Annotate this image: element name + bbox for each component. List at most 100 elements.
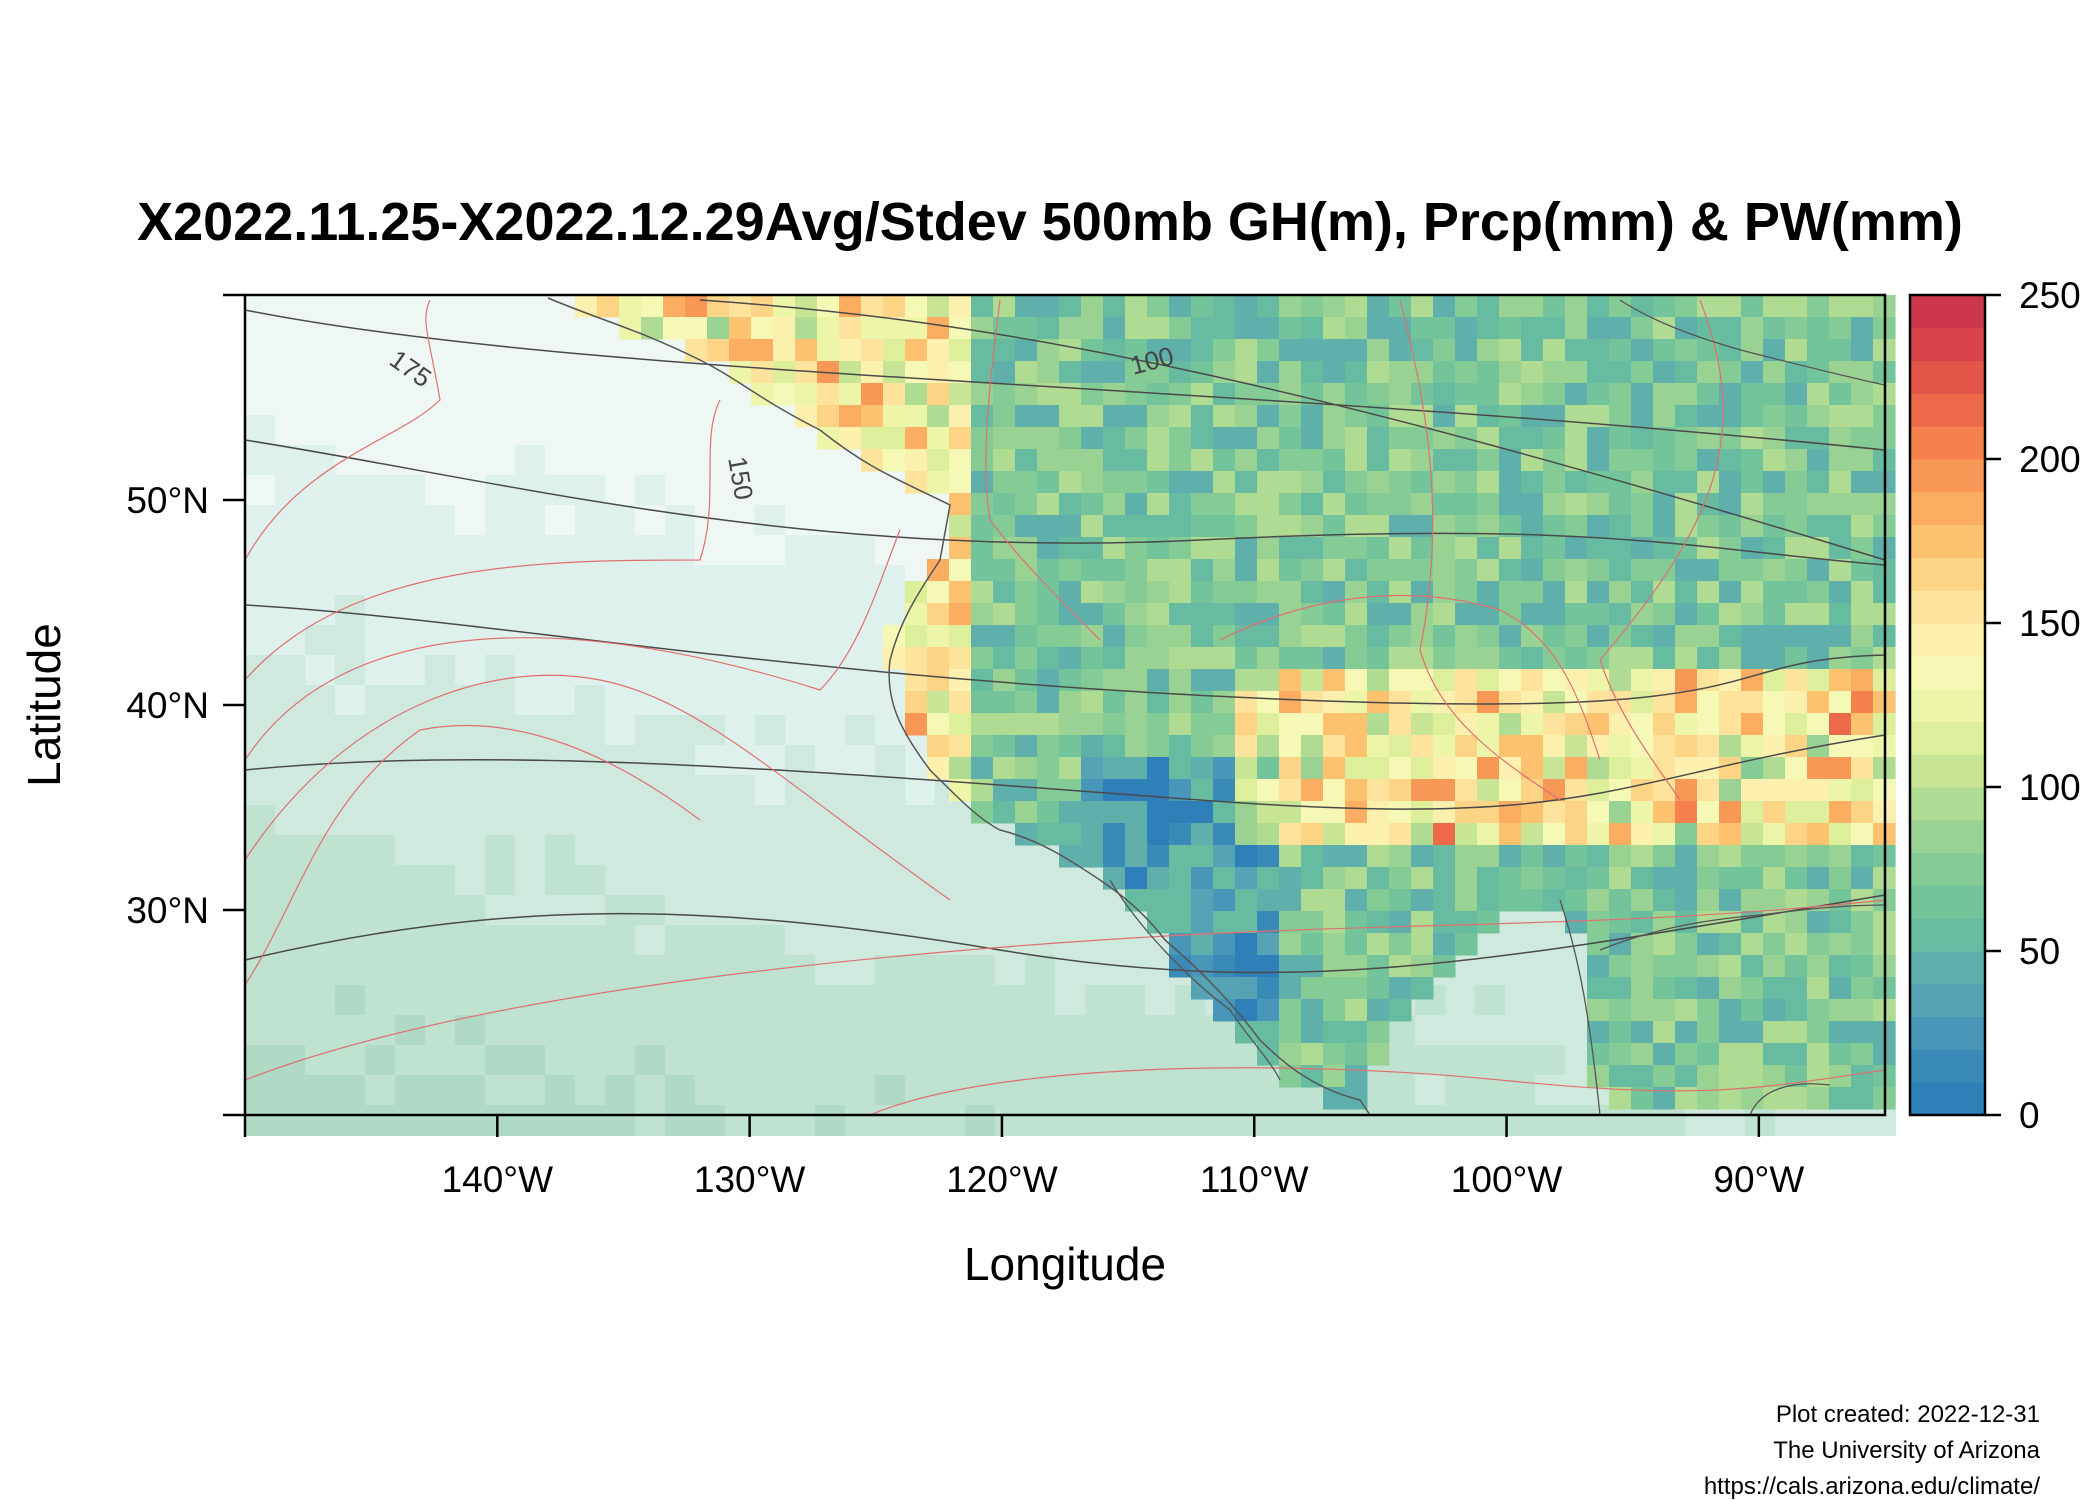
precip-cell (1125, 581, 1148, 604)
precip-cell (1455, 757, 1478, 780)
precip-cell (1081, 779, 1104, 802)
precip-cell (1807, 823, 1830, 846)
precip-cell (927, 405, 950, 428)
precip-cell (1389, 713, 1412, 736)
precip-cell (861, 405, 884, 428)
precip-cell (1697, 911, 1720, 934)
precip-cell (1059, 449, 1082, 472)
ocean-cell (545, 505, 576, 536)
ocean-cell (335, 715, 366, 746)
precip-cell (1697, 603, 1720, 626)
ocean-cell (245, 385, 276, 416)
ocean-cell (365, 865, 396, 896)
precip-cell (1785, 427, 1808, 450)
precip-cell (1543, 317, 1566, 340)
precip-cell (1015, 537, 1038, 560)
precip-cell (1851, 1087, 1874, 1110)
precip-cell (1015, 317, 1038, 340)
precip-cell (1565, 427, 1588, 450)
precip-cell (1169, 823, 1192, 846)
precip-cell (1587, 823, 1610, 846)
precip-cell (1477, 889, 1500, 912)
precip-cell (1829, 603, 1852, 626)
precip-cell (1675, 955, 1698, 978)
precip-cell (1169, 933, 1192, 956)
precip-cell (1411, 911, 1434, 934)
ocean-cell (575, 715, 606, 746)
ocean-cell (1265, 1105, 1296, 1136)
precip-cell (1235, 977, 1258, 1000)
ocean-cell (1445, 1075, 1476, 1106)
ocean-cell (305, 805, 336, 836)
precip-cell (1323, 339, 1346, 362)
ocean-cell (1415, 1045, 1446, 1076)
ocean-cell (785, 1075, 816, 1106)
precip-cell (1609, 383, 1632, 406)
precip-cell (1763, 977, 1786, 1000)
precip-cell (1807, 493, 1830, 516)
precip-cell (1433, 581, 1456, 604)
ocean-cell (545, 805, 576, 836)
precip-cell (1323, 779, 1346, 802)
precip-cell (1191, 405, 1214, 428)
precip-cell (971, 735, 994, 758)
ocean-cell (305, 1045, 336, 1076)
ocean-cell (425, 715, 456, 746)
precip-cell (1741, 361, 1764, 384)
precip-cell (993, 559, 1016, 582)
precip-cell (1169, 735, 1192, 758)
precip-cell (1279, 977, 1302, 1000)
precip-cell (1103, 295, 1126, 318)
precip-cell (1499, 713, 1522, 736)
ocean-cell (1085, 895, 1116, 926)
ocean-cell (365, 595, 396, 626)
precip-cell (1389, 361, 1412, 384)
precip-cell (1587, 999, 1610, 1022)
precip-cell (1631, 361, 1654, 384)
ocean-cell (395, 475, 426, 506)
precip-cell (1125, 471, 1148, 494)
precip-cell (1565, 647, 1588, 670)
precip-cell (1191, 471, 1214, 494)
precip-cell (1103, 317, 1126, 340)
precip-cell (1081, 625, 1104, 648)
precip-cell (817, 405, 840, 428)
precip-cell (1103, 405, 1126, 428)
ocean-cell (845, 595, 876, 626)
precip-cell (1477, 713, 1500, 736)
precip-cell (1191, 625, 1214, 648)
precip-cell (1741, 977, 1764, 1000)
precip-cell (1235, 823, 1258, 846)
ocean-cell (965, 835, 996, 866)
ocean-cell (665, 925, 696, 956)
precip-cell (1521, 449, 1544, 472)
ocean-cell (935, 1105, 966, 1136)
precip-cell (1125, 735, 1148, 758)
precip-cell (1125, 493, 1148, 516)
ocean-cell (755, 925, 786, 956)
ocean-cell (395, 385, 426, 416)
precip-cell (1279, 779, 1302, 802)
ocean-cell (1475, 985, 1506, 1016)
precip-cell (971, 405, 994, 428)
ocean-cell (815, 1075, 846, 1106)
precip-cell (1587, 405, 1610, 428)
precip-cell (1785, 977, 1808, 1000)
ocean-cell (305, 325, 336, 356)
precip-cell (1675, 999, 1698, 1022)
precip-cell (993, 383, 1016, 406)
precip-cell (1521, 823, 1544, 846)
precip-cell (1323, 603, 1346, 626)
precip-cell (1851, 1065, 1874, 1088)
ocean-cell (605, 415, 636, 446)
precip-cell (927, 735, 950, 758)
precip-cell (993, 647, 1016, 670)
precip-cell (1719, 955, 1742, 978)
ocean-cell (245, 1015, 276, 1046)
precip-cell (1059, 647, 1082, 670)
precip-cell (1609, 449, 1632, 472)
precip-cell (1609, 537, 1632, 560)
precip-cell (1345, 999, 1368, 1022)
ocean-cell (875, 475, 906, 506)
precip-cell (1103, 823, 1126, 846)
